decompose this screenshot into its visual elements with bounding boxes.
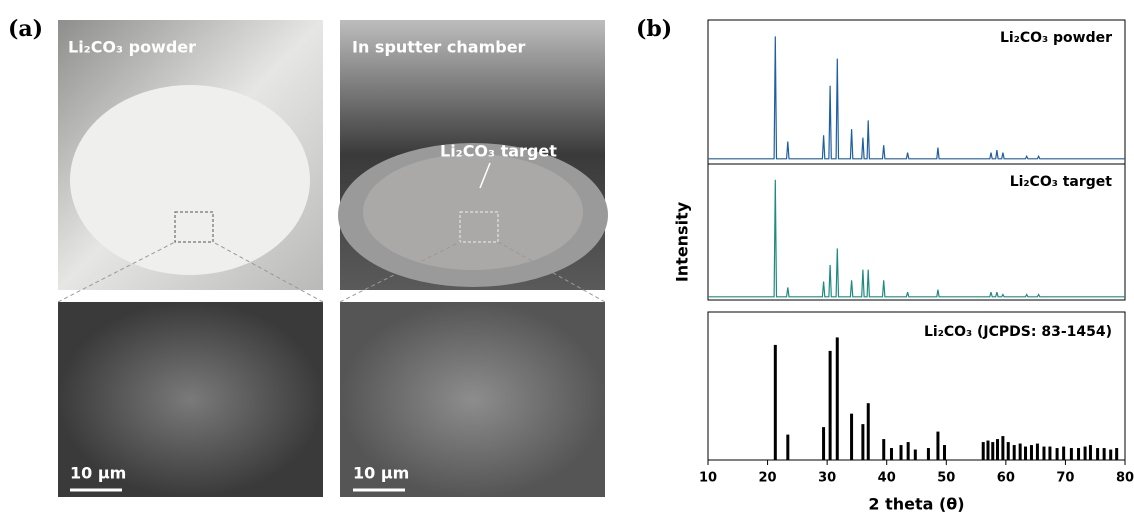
xrd-stick [1056,448,1059,460]
scale-label: 10 μm [353,464,409,483]
xrd-stick [907,442,910,460]
x-tick-label: 30 [818,471,836,486]
xrd-stick [982,442,985,460]
xrd-stick [1048,447,1051,460]
xrd-stick [1019,444,1022,460]
xrd-stick [986,441,989,460]
xrd-stick [914,450,917,460]
x-tick-label: 20 [759,471,777,486]
xrd-stick [890,448,893,460]
xrd-stick [882,439,885,460]
xrd-stick [1007,442,1010,460]
xrd-stick [1115,448,1118,460]
x-tick-label: 40 [878,471,896,486]
xrd-stick [836,337,839,460]
series-label: Li₂CO₃ (JCPDS: 83-1454) [924,324,1112,340]
xrd-stick [1030,445,1033,460]
x-tick-label: 50 [937,471,955,486]
scale-label: 10 μm [70,464,126,483]
xrd-line [708,180,1125,297]
xrd-stick [1070,448,1073,460]
xrd-stick [1103,448,1106,460]
xrd-stick [1036,444,1039,460]
x-tick-label: 10 [699,471,717,486]
x-tick-label: 60 [997,471,1015,486]
xrd-stick [991,442,994,460]
xrd-stick [774,345,777,460]
series-label: Li₂CO₃ target [1010,174,1113,190]
powder-pile [70,85,310,275]
panel-label: (b) [636,16,672,42]
xrd-stick [1013,445,1016,460]
xrd-stick [867,403,870,460]
xrd-stick [861,424,864,460]
xrd-stick [786,435,789,460]
photo-label: In sputter chamber [352,38,526,57]
series-label: Li₂CO₃ powder [1000,30,1112,46]
frame [708,20,1125,300]
photo-label: Li₂CO₃ powder [68,38,196,57]
xrd-stick [927,448,930,460]
xrd-stick [1089,445,1092,460]
xrd-stick [996,439,999,460]
figure: (a) (b) Li₂CO₃ powder In sputter chamber… [0,0,1134,523]
xrd-stick [1062,447,1065,460]
xrd-stick [1001,436,1004,460]
xrd-stick [900,445,903,460]
xrd-stick [1084,447,1087,460]
xrd-stick [1042,447,1045,460]
xrd-line [708,36,1125,158]
x-tick-label: 80 [1116,471,1134,486]
xrd-stick [936,432,939,460]
xrd-stick [1024,447,1027,460]
x-tick-label: 70 [1056,471,1074,486]
panel-label: (a) [8,16,43,42]
x-axis-label: 2 theta (θ) [868,495,964,514]
xrd-stick [829,351,832,460]
xrd-stick [1077,448,1080,460]
photo-label: Li₂CO₃ target [440,142,557,161]
xrd-stick [1109,450,1112,460]
y-axis-label: Intensity [673,201,692,282]
xrd-stick [850,414,853,460]
xrd-stick [1096,448,1099,460]
xrd-stick [822,427,825,460]
xrd-stick [943,445,946,460]
